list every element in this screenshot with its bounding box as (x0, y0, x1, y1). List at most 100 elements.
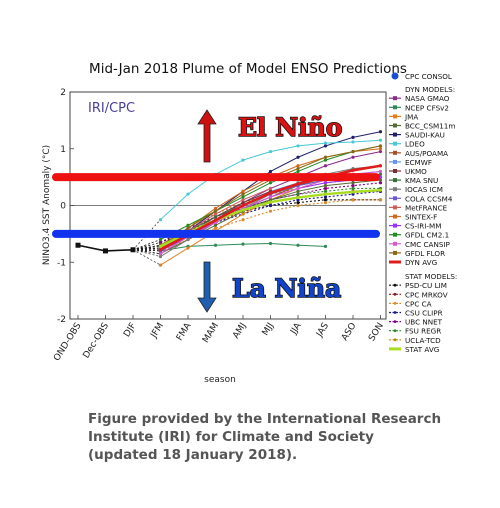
legend-dyn-item-marker (393, 114, 397, 119)
series-point (296, 169, 300, 174)
series-point (158, 252, 163, 256)
series-connector (132, 239, 161, 251)
series-point (268, 241, 273, 246)
series-point (351, 186, 355, 191)
series-point (323, 164, 328, 168)
x-tick-label: JAS (314, 321, 331, 340)
observed-point (130, 247, 136, 253)
watermark-label: IRI/CPC (88, 101, 135, 116)
legend-dyn-item-marker (393, 132, 397, 137)
series-point (351, 155, 355, 159)
series-point (268, 203, 273, 208)
series-point (323, 189, 328, 193)
series-point (378, 144, 383, 148)
legend-stat-item-marker (393, 320, 397, 323)
series-point (296, 167, 300, 171)
x-tick-label: ASO (340, 321, 359, 342)
series-point (158, 240, 163, 244)
series-point (186, 223, 190, 227)
legend-dyn-item-label: LDEO (405, 140, 425, 149)
series-point (268, 149, 273, 154)
series-connector (132, 249, 161, 255)
series-point (351, 192, 355, 196)
series-point (351, 190, 355, 194)
legend-dyn-item-marker (393, 169, 397, 173)
series-point (241, 198, 245, 202)
y-tick-labels: 2 1 0 -1 -2 (57, 88, 74, 325)
series-point (378, 198, 383, 202)
legend-dyn-item-label: CMC CANSIP (405, 240, 451, 249)
observed-point (103, 248, 108, 254)
series-point (241, 203, 245, 208)
series-point (186, 246, 190, 250)
legend-stat-item-label: CPC MRKOV (405, 290, 448, 299)
legend-stat-header: STAT MODELS: (405, 272, 457, 281)
legend-stat-item-marker (393, 302, 397, 305)
y-axis-label: NINO3.4 SST Anomaly (°C) (42, 145, 52, 265)
y-tick-label: -1 (57, 258, 66, 268)
series-point (323, 155, 328, 159)
series-point (158, 254, 163, 259)
series-point (296, 189, 300, 193)
legend-dyn-header: DYN MODELS: (405, 85, 455, 94)
series-point (296, 182, 300, 186)
series-point (158, 248, 163, 252)
legend-dyn-item-label: SAUDI-KAU (405, 131, 445, 140)
observed-point (75, 242, 81, 248)
legend-stat-item-label: UBC NNET (405, 318, 443, 327)
legend-consol-marker (391, 72, 399, 80)
el-nino-label: El Niño (238, 113, 342, 142)
series-point (268, 181, 273, 185)
legend-dyn-item-marker (393, 196, 397, 201)
series-point (296, 243, 300, 247)
series-point (268, 169, 273, 174)
y-tick-label: -2 (57, 315, 66, 325)
series-point (351, 140, 355, 144)
series-point (213, 226, 218, 230)
series-point (323, 158, 328, 162)
x-tick-label: FMA (175, 321, 194, 343)
legend-dyn-item-marker (393, 105, 397, 110)
legend-dyn-item-label: NASA GMAO (405, 94, 450, 103)
series-point (268, 191, 273, 195)
legend-consol-label: CPC CONSOL (405, 72, 452, 81)
legend-stat-item-marker (393, 338, 397, 342)
legend-dyn-item-label: IOCAS ICM (405, 185, 443, 194)
la-nina-label: La Niña (232, 274, 341, 303)
legend-dyn-item-marker (393, 214, 397, 219)
x-tick-label: SON (367, 321, 386, 343)
legend-dyn-item-label: BCC_CSM11m (405, 122, 455, 131)
down-arrow-icon (197, 261, 217, 313)
legend-dyn-item-marker (393, 205, 397, 210)
x-tick-label: MJJ (261, 321, 276, 337)
series-point (158, 218, 163, 222)
legend-stat-item-marker (393, 329, 397, 333)
series-point (296, 186, 300, 191)
legend-dyn-item-label: SINTEX-F (405, 213, 437, 222)
series-point (351, 168, 355, 172)
series-point (296, 164, 300, 168)
series-point (158, 237, 163, 242)
legend-dyn-item-marker (393, 123, 397, 128)
series-point (268, 195, 273, 199)
x-tick-label: Dec-OBS (82, 321, 112, 360)
series-point (323, 192, 328, 196)
series-point (351, 135, 355, 139)
x-tick-label: MAM (201, 321, 221, 345)
series-point (213, 206, 218, 210)
series-point (241, 189, 245, 193)
series-point (241, 158, 245, 162)
legend-dyn-item-label: UKMO (405, 167, 427, 176)
legend-dyn-item-marker (393, 178, 397, 183)
series-point (323, 201, 328, 205)
series-point (378, 149, 383, 154)
series-point (323, 186, 328, 191)
series-point (323, 195, 328, 199)
observed-layer (75, 242, 136, 254)
series-point (296, 203, 300, 208)
legend-dyn-item-marker (393, 232, 397, 237)
series-point (296, 144, 300, 148)
series-point (213, 212, 218, 216)
